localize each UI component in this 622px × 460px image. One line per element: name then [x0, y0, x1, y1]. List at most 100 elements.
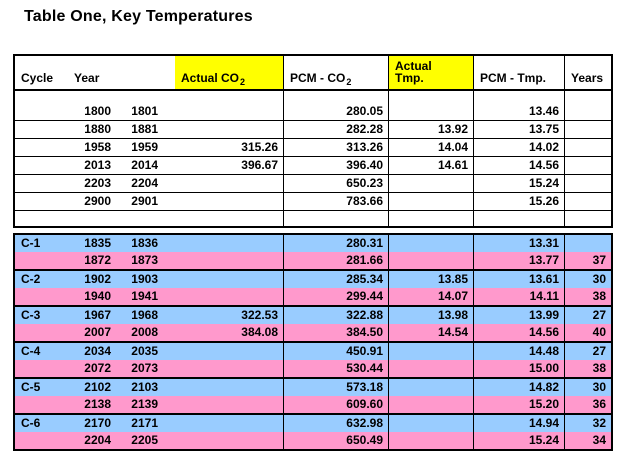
cell-actual-co2: [175, 91, 283, 120]
cell-year1: 2013: [84, 158, 111, 173]
cell-year2: 2035: [131, 344, 158, 359]
cell-year1: 1872: [84, 253, 111, 268]
cell-year1: 1835: [84, 236, 111, 251]
cell-years: 32: [564, 415, 611, 432]
cell-pcm-tmp: 15.00: [473, 360, 564, 377]
cell-pcm-tmp: 14.94: [473, 415, 564, 432]
cell-year2: 2901: [131, 194, 158, 209]
cell-cycle: [15, 193, 65, 210]
cell-pcm-co2: 313.26: [283, 139, 388, 156]
cycle-row-end: 1940 1941 299.44 14.07 14.11 38: [15, 288, 611, 305]
cell-pcm-co2: 650.23: [283, 175, 388, 192]
cell-year1: 2900: [84, 194, 111, 209]
cell-pcm-co2: 609.60: [283, 396, 388, 413]
cell-actual-tmp: [388, 415, 473, 432]
cycle-row-end: 2138 2139 609.60 15.20 36: [15, 396, 611, 413]
cell-pcm-co2: 573.18: [283, 379, 388, 396]
cell-year1: 1967: [84, 308, 111, 323]
cell-actual-tmp: 13.98: [388, 307, 473, 324]
cell-pcm-co2: 632.98: [283, 415, 388, 432]
cell-cycle: [15, 396, 65, 413]
col-header-actual-tmp-line1: Actual: [395, 58, 432, 73]
cycle-row-end: 1872 1873 281.66 13.77 37: [15, 252, 611, 269]
cell-year2: 1873: [131, 253, 158, 268]
cell-cycle: C-2: [21, 272, 41, 287]
cell-year2: 1881: [131, 122, 158, 137]
cell-cycle: [15, 139, 65, 156]
page-title: Table One, Key Temperatures: [24, 8, 253, 25]
table-row: 2900 2901 783.66 15.26: [15, 193, 611, 211]
col-header-actual-co2: Actual CO 2: [175, 56, 283, 89]
cell-actual-tmp: 14.61: [388, 157, 473, 174]
cell-year1: 2102: [84, 380, 111, 395]
cell-year2: 1903: [131, 272, 158, 287]
co2-subscript: 2: [346, 76, 352, 87]
cell-years: [564, 235, 611, 252]
cell-actual-co2: [175, 235, 283, 252]
cell-actual-co2: 322.53: [241, 308, 278, 323]
cell-year2: 1968: [131, 308, 158, 323]
cell-years: [564, 91, 611, 120]
cell-cycle: [15, 211, 65, 226]
cell-year2: 2073: [131, 361, 158, 376]
cell-pcm-tmp: 14.02: [473, 139, 564, 156]
cell-pcm-co2: [283, 211, 388, 226]
cell-cycle: [15, 175, 65, 192]
cell-actual-tmp: 14.54: [388, 324, 473, 341]
cell-year1: [65, 211, 113, 226]
cell-actual-tmp: [388, 360, 473, 377]
cell-pcm-tmp: 13.75: [473, 121, 564, 138]
cell-year1: 2203: [84, 176, 111, 191]
table-row: 2203 2204 650.23 15.24: [15, 175, 611, 193]
cell-pcm-tmp: 15.26: [473, 193, 564, 210]
cycle-row-start: C-3 1967 1968 322.53 322.88 13.98 13.99 27: [15, 307, 611, 324]
cell-actual-co2: [175, 415, 283, 432]
cell-years: 37: [564, 252, 611, 269]
cycle-row-end: 2204 2205 650.49 15.24 34: [15, 432, 611, 449]
cell-pcm-tmp: 13.46: [473, 91, 564, 120]
cell-year2: 2014: [131, 158, 158, 173]
cell-cycle: [15, 252, 65, 269]
cell-pcm-co2: 280.31: [283, 235, 388, 252]
cell-actual-tmp: [388, 252, 473, 269]
cell-year1: 2072: [84, 361, 111, 376]
cell-actual-co2: [175, 271, 283, 288]
col-header-year: Year: [74, 71, 100, 86]
cell-actual-co2: [175, 252, 283, 269]
cycle-row-start: C-1 1835 1836 280.31 13.31: [15, 235, 611, 252]
cell-year1: 2007: [84, 325, 111, 340]
col-header-pcm-co2-text: PCM - CO: [290, 71, 346, 86]
co2-subscript: 2: [240, 76, 246, 87]
cycle-row-end: 2072 2073 530.44 15.00 38: [15, 360, 611, 377]
cell-years: [564, 121, 611, 138]
cell-year1: 1902: [84, 272, 111, 287]
cell-actual-co2: [175, 379, 283, 396]
cell-year2: 1959: [131, 140, 158, 155]
cell-year2: 1941: [131, 289, 158, 304]
cell-actual-co2: 384.08: [241, 325, 278, 340]
cell-pcm-tmp: 14.48: [473, 343, 564, 360]
cell-cycle: [15, 157, 65, 174]
cell-cycle: C-3: [21, 308, 41, 323]
cell-years: [564, 193, 611, 210]
cycle-group-c-2: C-2 1902 1903 285.34 13.85 13.61 30 1940 1941 299…: [15, 271, 611, 307]
cell-pcm-co2: 396.40: [283, 157, 388, 174]
cell-years: 27: [564, 343, 611, 360]
key-temperatures-table: Cycle Year Actual CO 2 PCM - CO 2 Actual Tm…: [13, 54, 613, 228]
cell-year2: 1836: [131, 236, 158, 251]
cell-year1: 1800: [84, 104, 111, 119]
cycle-row-start: C-6 2170 2171 632.98 14.94 32: [15, 415, 611, 432]
cell-actual-tmp: [388, 235, 473, 252]
cell-cycle: C-4: [21, 344, 41, 359]
cell-pcm-co2: 650.49: [283, 432, 388, 449]
cell-pcm-co2: 285.34: [283, 271, 388, 288]
cell-actual-tmp: 13.92: [388, 121, 473, 138]
cell-years: [564, 139, 611, 156]
table-row: 1880 1881 282.28 13.92 13.75: [15, 121, 611, 139]
cell-actual-tmp: [388, 175, 473, 192]
col-header-actual-tmp: Actual Tmp.: [388, 56, 473, 89]
cell-year1: 2138: [84, 397, 111, 412]
cell-year2: 2171: [131, 416, 158, 431]
cell-year2: [113, 211, 175, 226]
cycles-table: C-1 1835 1836 280.31 13.31 1872 1873 281.66 13.7…: [13, 233, 613, 451]
